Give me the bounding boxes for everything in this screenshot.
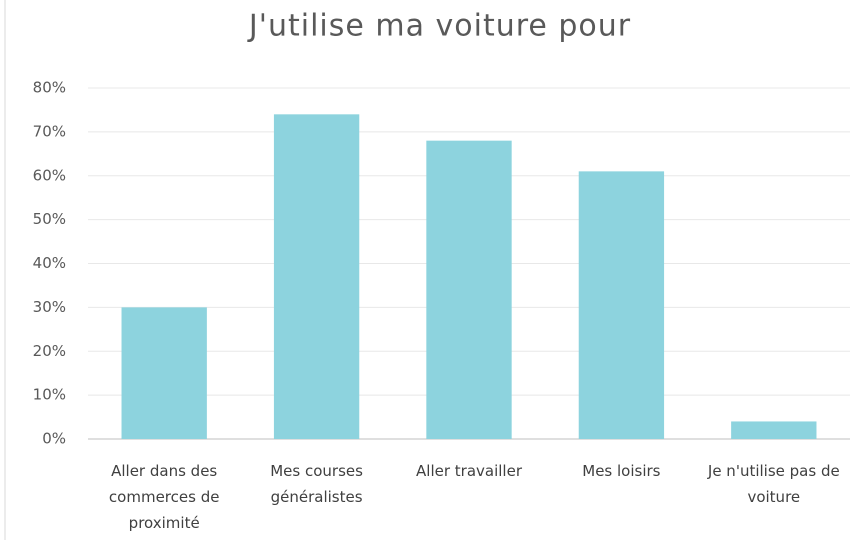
bar — [578, 171, 665, 440]
bar — [121, 307, 207, 439]
x-tick-label: Je n'utilise pas de voiture — [707, 462, 840, 506]
y-tick-label: 50% — [33, 210, 66, 228]
x-tick-label: Mes courses généralistes — [270, 462, 363, 506]
y-tick-label: 0% — [42, 430, 66, 448]
y-tick-label: 60% — [33, 166, 66, 184]
bar — [426, 140, 512, 439]
y-tick-label: 70% — [33, 122, 66, 140]
x-tick-label: Aller travailler — [416, 462, 522, 480]
y-tick-label: 10% — [33, 386, 66, 404]
y-tick-label: 20% — [33, 342, 66, 360]
y-tick-label: 40% — [33, 254, 66, 272]
bar — [273, 114, 360, 439]
y-tick-label: 30% — [33, 298, 66, 316]
y-tick-label: 80% — [33, 79, 66, 97]
x-tick-label: Mes loisirs — [582, 462, 661, 480]
chart-title: J'utilise ma voiture pour — [247, 9, 631, 44]
bar — [731, 421, 817, 439]
x-tick-label: Aller dans des commerces de proximité — [108, 462, 220, 532]
